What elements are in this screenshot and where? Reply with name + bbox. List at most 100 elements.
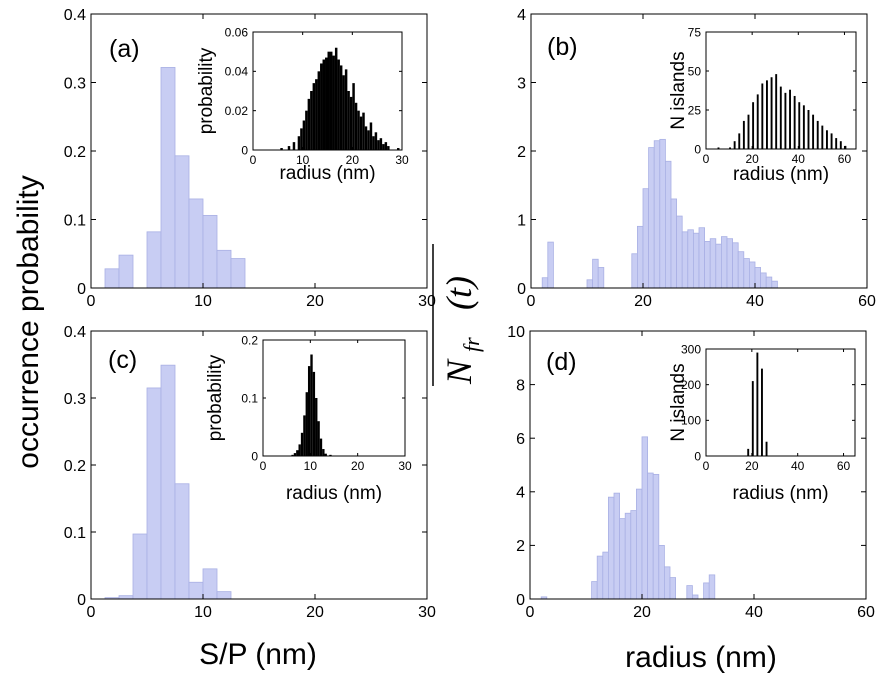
bar	[202, 568, 218, 600]
inset-bar	[315, 398, 318, 456]
bar	[630, 510, 637, 600]
inset-x-tick-label: 0	[703, 459, 710, 473]
bar	[174, 483, 190, 600]
inset-bar	[793, 95, 796, 149]
inset-bar	[770, 77, 773, 149]
bar	[118, 595, 134, 600]
inset-bar	[372, 136, 375, 150]
bar	[709, 238, 717, 289]
bar	[636, 488, 643, 600]
inset-bar	[798, 102, 801, 149]
bar	[681, 231, 689, 289]
middle-y-axis-label: N fr (t)	[432, 244, 484, 386]
inset-bar	[761, 368, 763, 456]
inset-bar	[303, 415, 306, 456]
bar	[641, 436, 648, 600]
inset-x-axis-label: radius (nm)	[286, 483, 382, 504]
inset-x-tick-label: 0	[250, 153, 257, 167]
inset-bar	[315, 79, 318, 150]
inset-bar	[733, 141, 736, 149]
inset-bar	[327, 51, 330, 150]
bar	[760, 272, 767, 289]
bar	[771, 280, 778, 289]
inset-x-axis-label: radius (nm)	[279, 163, 375, 184]
bar	[754, 267, 761, 289]
inset-bar	[382, 144, 385, 150]
y-tick-label: 0.3	[64, 391, 86, 408]
bar	[631, 253, 638, 289]
bar	[586, 279, 593, 289]
inset-bar	[747, 448, 750, 456]
inset-bar	[751, 381, 754, 456]
bar	[160, 67, 176, 289]
bar	[669, 577, 676, 600]
inset-x-axis-label: radius (nm)	[733, 164, 829, 185]
ylabel-main-symbol: N	[439, 358, 479, 385]
inset-bar	[317, 421, 320, 456]
left-x-axis-label: S/P (nm)	[199, 638, 317, 671]
bar	[693, 232, 700, 289]
bar	[104, 268, 120, 289]
inset-x-tick-label: 0	[260, 459, 267, 473]
inset-bar	[329, 51, 333, 150]
inset-y-tick-label: 0	[694, 449, 701, 463]
inset-bar	[374, 132, 378, 150]
x-tick-label: 0	[87, 293, 96, 310]
inset-bar	[835, 138, 838, 149]
inset-bar	[844, 145, 847, 149]
y-tick-label: 1	[517, 212, 526, 229]
inset-x-tick-label: 30	[395, 153, 409, 167]
bar	[704, 241, 711, 289]
bars	[104, 67, 246, 289]
inset-bar	[802, 105, 805, 149]
inset-bar	[756, 352, 759, 456]
inset-x-axis-label: radius (nm)	[732, 483, 828, 504]
bar	[732, 242, 739, 289]
x-tick-label: 60	[858, 293, 876, 310]
bar	[637, 225, 644, 289]
x-tick-label: 0	[87, 604, 96, 621]
y-tick-label: 10	[507, 324, 525, 341]
inset-bar	[291, 454, 294, 456]
y-tick-label: 0.3	[64, 75, 86, 92]
inset-bar	[752, 102, 755, 149]
inset-bar	[369, 122, 373, 150]
bar	[686, 585, 693, 600]
bar	[665, 160, 672, 289]
inset-bar	[297, 136, 301, 150]
x-tick-label: 30	[418, 293, 436, 310]
inset-bar	[292, 142, 296, 150]
inset-bar	[329, 454, 332, 456]
inset-bar	[300, 432, 304, 456]
inset-y-axis-label: probability	[205, 354, 226, 441]
panel-d: 0 20 40 60 0 2 4 6 8 10 (d) 0 20 40 60 0 100 200 300 N isla…	[507, 324, 875, 621]
bar	[547, 241, 554, 289]
x-tick-label: 10	[194, 604, 212, 621]
bar	[659, 138, 666, 289]
inset-bar	[305, 392, 308, 456]
inset-bar	[339, 65, 343, 150]
bar	[202, 214, 218, 289]
inset-bar	[812, 114, 815, 149]
bar	[648, 147, 655, 289]
inset-b: 0 20 40 60 0 25 50 75 N islands radius (nm)	[668, 25, 857, 185]
ylabel-subscript: fr	[459, 337, 484, 352]
bar	[652, 473, 660, 600]
bar	[541, 277, 549, 289]
bar	[596, 555, 604, 600]
bar	[174, 155, 190, 289]
y-tick-label: 0	[516, 592, 525, 609]
inset-bar	[717, 147, 720, 149]
bar	[188, 198, 204, 289]
inset-bar	[384, 142, 388, 150]
inset-y-tick-label: 0.02	[225, 104, 249, 118]
inset-bar	[287, 146, 291, 150]
inset-d: 0 20 40 60 0 100 200 300 N islands radius (nm)	[668, 342, 856, 504]
ylabel-argument: (t)	[439, 276, 479, 310]
inset-bar	[312, 371, 316, 456]
y-tick-label: 0.2	[64, 458, 86, 475]
inset-axes-frame	[705, 348, 856, 457]
inset-y-tick-label: 100	[681, 414, 701, 428]
